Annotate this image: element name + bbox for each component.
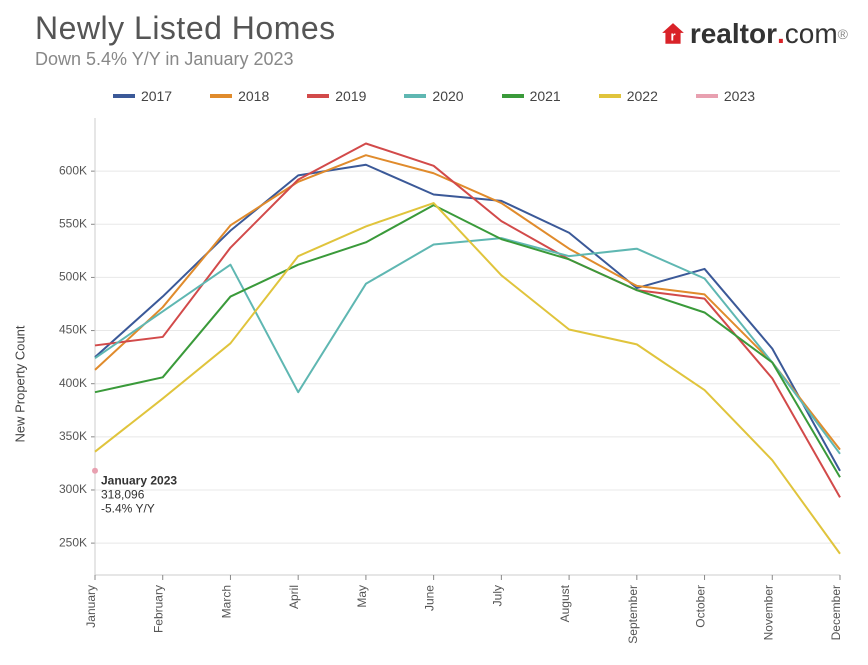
svg-text:r: r: [670, 29, 675, 44]
legend-item: 2018: [210, 88, 269, 104]
y-tick-label: 400K: [59, 376, 87, 390]
legend-label: 2022: [627, 88, 658, 104]
legend-label: 2020: [432, 88, 463, 104]
legend-label: 2019: [335, 88, 366, 104]
y-tick-label: 250K: [59, 535, 87, 549]
legend-swatch: [599, 94, 621, 98]
legend-item: 2020: [404, 88, 463, 104]
x-tick-label: January: [84, 585, 98, 628]
legend-swatch: [113, 94, 135, 98]
x-tick-label: May: [355, 585, 369, 608]
legend-item: 2023: [696, 88, 755, 104]
legend-label: 2017: [141, 88, 172, 104]
legend-swatch: [502, 94, 524, 98]
annotation-delta: -5.4% Y/Y: [101, 502, 155, 516]
chart-title: Newly Listed Homes: [35, 10, 336, 47]
x-tick-label: July: [490, 585, 504, 606]
legend-item: 2021: [502, 88, 561, 104]
x-tick-label: October: [694, 585, 708, 628]
legend-label: 2018: [238, 88, 269, 104]
x-tick-label: June: [423, 585, 437, 611]
series-line: [95, 155, 840, 449]
chart-subtitle: Down 5.4% Y/Y in January 2023: [35, 49, 336, 70]
header: Newly Listed Homes Down 5.4% Y/Y in Janu…: [35, 10, 848, 70]
house-icon: r: [660, 21, 686, 47]
x-tick-label: December: [829, 585, 843, 640]
legend-item: 2019: [307, 88, 366, 104]
brand-logo: r realtor.com®: [660, 18, 848, 50]
legend-swatch: [696, 94, 718, 98]
legend: 2017 2018 2019 2020 2021 2022 2023: [0, 88, 868, 104]
y-tick-label: 300K: [59, 482, 87, 496]
legend-swatch: [404, 94, 426, 98]
legend-swatch: [210, 94, 232, 98]
y-tick-label: 450K: [59, 323, 87, 337]
y-tick-label: 550K: [59, 216, 87, 230]
line-chart: 250K 300K 350K 400K 450K 500K 550K 600K January F…: [30, 112, 848, 655]
title-block: Newly Listed Homes Down 5.4% Y/Y in Janu…: [35, 10, 336, 70]
legend-item: 2022: [599, 88, 658, 104]
annotation-label: January 2023: [101, 474, 177, 488]
series-line: [95, 203, 840, 554]
logo-dot: .: [777, 18, 785, 50]
chart-area: New Property Count 250K300K350K400K450K5…: [30, 112, 848, 655]
legend-swatch: [307, 94, 329, 98]
y-axis-label: New Property Count: [13, 325, 28, 442]
y-tick-label: 600K: [59, 163, 87, 177]
x-tick-label: August: [558, 584, 572, 622]
x-tick-label: April: [287, 585, 301, 609]
legend-label: 2023: [724, 88, 755, 104]
legend-item: 2017: [113, 88, 172, 104]
series-line: [95, 238, 840, 454]
logo-text-bold: realtor: [690, 18, 777, 50]
legend-label: 2021: [530, 88, 561, 104]
logo-text-rest: com: [785, 18, 838, 50]
series-line: [95, 144, 840, 498]
x-tick-label: September: [626, 585, 640, 644]
annotation-point: [92, 468, 98, 474]
y-tick-label: 500K: [59, 270, 87, 284]
x-tick-label: March: [219, 585, 233, 618]
y-tick-label: 350K: [59, 429, 87, 443]
annotation-value: 318,096: [101, 488, 145, 502]
x-tick-label: February: [152, 585, 166, 633]
x-tick-label: November: [761, 585, 775, 640]
